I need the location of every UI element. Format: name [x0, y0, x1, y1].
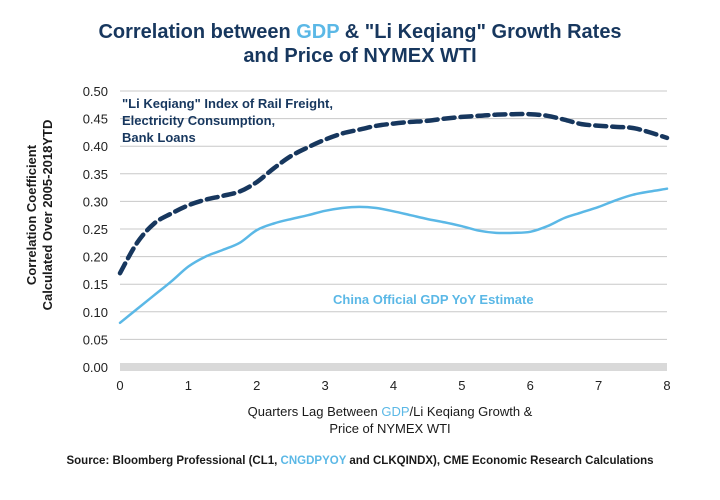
chart-title: Correlation between GDP & "Li Keqiang" G… — [0, 20, 720, 68]
likeqiang-annotation-line3: Bank Loans — [122, 130, 196, 145]
zero-axis-band — [120, 363, 667, 371]
gridlines — [120, 90, 667, 371]
y-tick-label: 0.25 — [83, 222, 108, 237]
x-axis-label-part: Quarters Lag Between — [247, 404, 382, 419]
y-axis-label-line1: Correlation Coefficient — [24, 144, 39, 286]
y-axis-label: Correlation Coefficient Calculated Over … — [10, 85, 70, 345]
y-tick-label: 0.50 — [83, 84, 108, 99]
y-tick-label: 0.10 — [83, 305, 108, 320]
x-tick-label: 5 — [458, 378, 465, 393]
source-part: Source: Bloomberg Professional (CL1, — [66, 455, 281, 467]
y-tick-label: 0.20 — [83, 250, 108, 265]
x-axis-label-line2: Price of NYMEX WTI — [329, 421, 451, 436]
title-part: Correlation between — [98, 21, 297, 43]
x-tick-label: 6 — [527, 378, 534, 393]
series-lines — [117, 111, 670, 325]
y-tick-label: 0.30 — [83, 194, 108, 209]
x-axis-label: Quarters Lag Between GDP/Li Keqiang Grow… — [200, 403, 580, 437]
x-tick-label: 8 — [663, 378, 670, 393]
likeqiang-annotation: "Li Keqiang" Index of Rail Freight, Elec… — [122, 95, 333, 146]
y-tick-label: 0.35 — [83, 167, 108, 182]
source-note: Source: Bloomberg Professional (CL1, CNG… — [0, 455, 720, 467]
x-tick-label: 0 — [116, 378, 123, 393]
y-tick-labels: 0.00 0.05 0.10 0.15 0.20 0.25 0.30 0.35 0.40 0.45… — [83, 84, 108, 375]
x-tick-label: 7 — [595, 378, 602, 393]
x-tick-label: 4 — [390, 378, 397, 393]
x-axis-label-gdp-highlight: GDP — [381, 404, 410, 419]
gdp-annotation: China Official GDP YoY Estimate — [333, 292, 534, 307]
title-part: & "Li Keqiang" Growth Rates — [339, 21, 622, 43]
x-tick-label: 2 — [253, 378, 260, 393]
y-tick-label: 0.45 — [83, 112, 108, 127]
likeqiang-series-line — [117, 111, 670, 276]
y-tick-label: 0.00 — [83, 360, 108, 375]
likeqiang-annotation-line2: Electricity Consumption, — [122, 113, 276, 128]
x-tick-label: 3 — [322, 378, 329, 393]
y-tick-label: 0.05 — [83, 332, 108, 347]
likeqiang-annotation-line1: "Li Keqiang" Index of Rail Freight, — [122, 96, 333, 111]
x-tick-labels: 0 1 2 3 4 5 6 7 8 — [116, 378, 670, 393]
y-tick-label: 0.40 — [83, 139, 108, 154]
x-axis-label-part: /Li Keqiang Growth & — [409, 404, 533, 419]
source-part: and CLKQINDX), CME Economic Research Cal… — [346, 455, 654, 467]
x-tick-label: 1 — [185, 378, 192, 393]
title-line2: and Price of NYMEX WTI — [243, 45, 477, 67]
y-axis-label-line2: Calculated Over 2005-2018YTD — [40, 119, 55, 311]
gdp-series-line — [118, 187, 669, 325]
source-ticker-highlight: CNGDPYOY — [280, 455, 347, 467]
title-gdp-highlight: GDP — [296, 21, 340, 43]
y-tick-label: 0.15 — [83, 277, 108, 292]
